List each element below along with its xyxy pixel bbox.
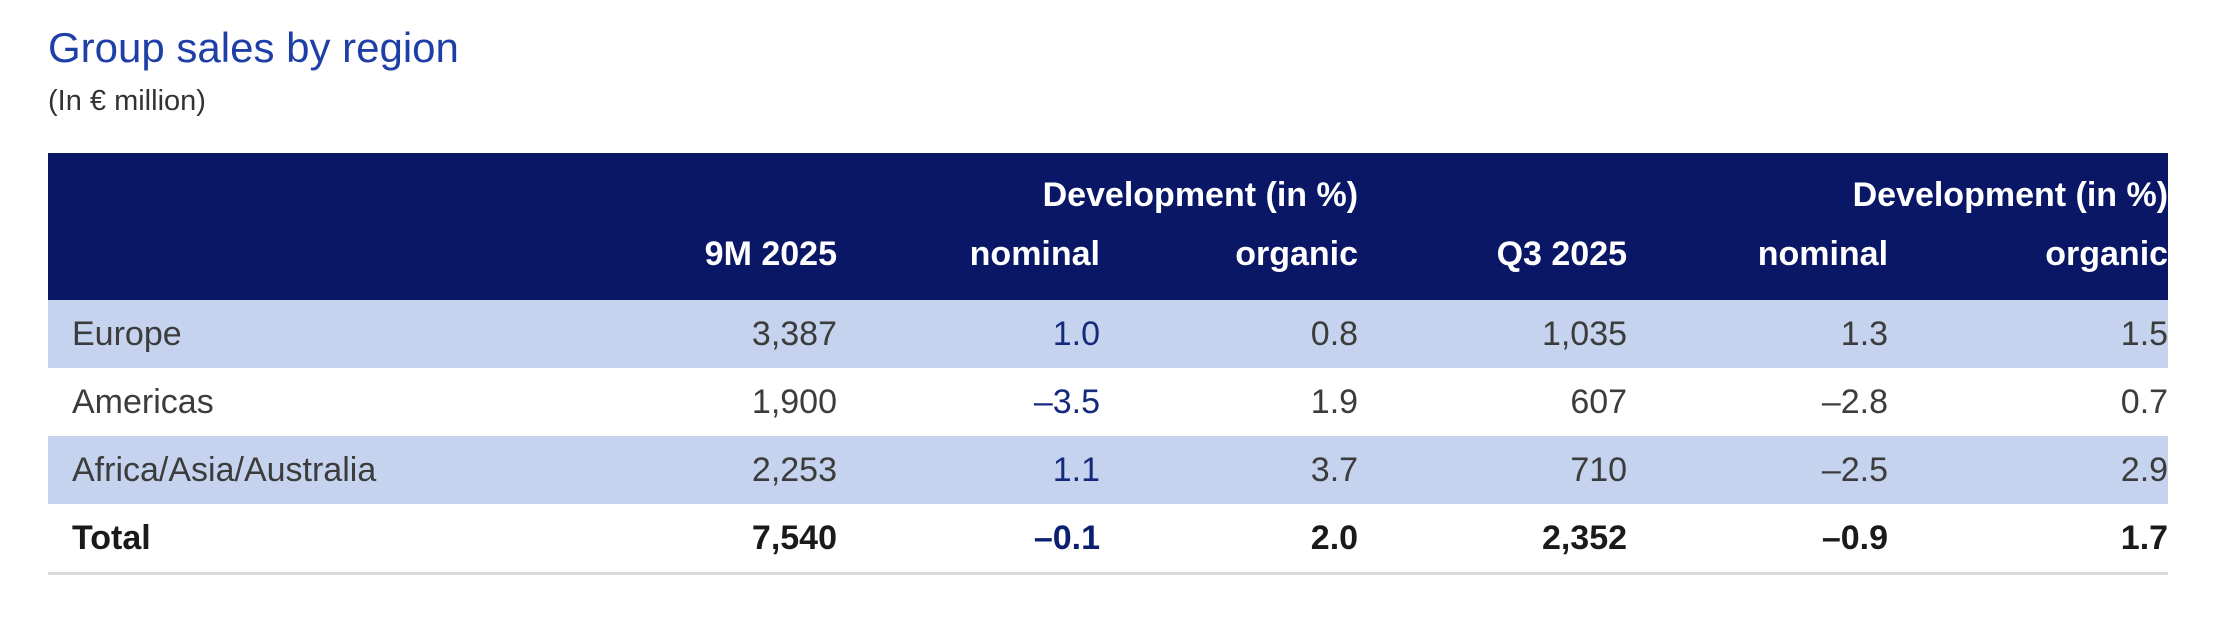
value-cell-9m-organic: 1.9 [1310,382,1359,421]
total-label-cell: Total [72,518,151,557]
development-group-header-9m: Development (in %) [48,153,1359,219]
total-cell-9m-organic: 2.0 [1310,518,1359,557]
table-row-total: Total 7,540 –0.1 2.0 2,352 –0.9 1.7 [48,504,2168,572]
column-header-row: 9M 2025 nominal organic Q3 2025 nominal … [48,219,2169,300]
value-cell-9m: 2,253 [579,436,837,504]
report-page: Group sales by region (In € million) Dev… [48,24,2169,575]
region-cell: Europe [48,300,579,368]
value-cell-q3-nominal: –2.5 [1627,436,1889,504]
total-cell-9m-nominal: –0.1 [1033,518,1100,557]
value-cell-9m-nominal: –3.5 [1033,382,1100,421]
total-cell-q3: 2,352 [1541,518,1628,557]
value-cell-9m-nominal: 1.1 [837,436,1100,504]
column-header-organic-9m: organic [1100,219,1359,300]
value-cell-q3-organic: 0.7 [2120,382,2169,421]
development-group-header-q3: Development (in %) [1358,153,2169,219]
unit-note: (In € million) [48,85,206,117]
value-cell-9m: 1,900 [751,382,837,421]
value-cell-q3: 607 [1570,382,1628,421]
value-cell-q3-organic: 2.9 [1888,436,2169,504]
total-cell-q3-organic: 1.7 [2120,518,2169,557]
total-cell-q3-nominal: –0.9 [1821,518,1889,557]
table-header: Development (in %) Development (in %) 9M… [48,153,2169,300]
region-cell: Africa/Asia/Australia [48,436,579,504]
table-row-europe: Europe 3,387 1.0 0.8 1,035 1.3 1.5 [48,300,2169,368]
value-cell-q3: 1,035 [1358,300,1628,368]
column-header-9m-2025: 9M 2025 [579,219,837,300]
column-header-nominal-9m: nominal [837,219,1100,300]
column-header-organic-q3: organic [1888,219,2169,300]
value-cell-9m: 3,387 [579,300,837,368]
table-body: Europe 3,387 1.0 0.8 1,035 1.3 1.5 Ameri… [48,300,2169,572]
region-cell: Americas [72,382,214,421]
value-cell-9m-nominal: 1.0 [837,300,1100,368]
value-cell-q3-organic: 1.5 [1888,300,2169,368]
group-sales-by-region-table: Development (in %) Development (in %) 9M… [48,153,2169,572]
page-title: Group sales by region [48,24,459,71]
column-header-q3-2025: Q3 2025 [1358,219,1628,300]
table-row-americas: Americas 1,900 –3.5 1.9 607 –2.8 0.7 [48,368,2168,436]
group-header-row: Development (in %) Development (in %) [48,153,2169,219]
value-cell-q3-nominal: –2.8 [1821,382,1889,421]
value-cell-q3-nominal: 1.3 [1627,300,1889,368]
table-row-africa-asia-australia: Africa/Asia/Australia 2,253 1.1 3.7 710 … [48,436,2169,504]
value-cell-9m-organic: 0.8 [1100,300,1359,368]
region-column-header [48,219,579,300]
column-header-nominal-q3: nominal [1627,219,1889,300]
table-bottom-divider [48,572,2168,575]
value-cell-9m-organic: 3.7 [1100,436,1359,504]
value-cell-q3: 710 [1358,436,1628,504]
total-cell-9m: 7,540 [751,518,837,557]
